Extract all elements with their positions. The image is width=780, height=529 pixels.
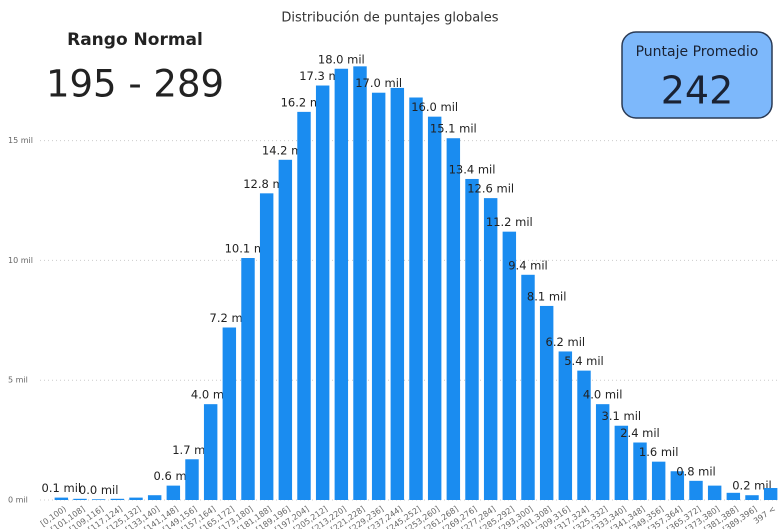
data-label: 12.6 mil bbox=[467, 182, 514, 196]
bar bbox=[54, 497, 69, 500]
y-tick-label: 5 mil bbox=[8, 376, 28, 385]
card-box bbox=[621, 31, 773, 119]
bar bbox=[73, 498, 87, 500]
bar bbox=[315, 85, 330, 500]
card-value: 195 - 289 bbox=[46, 63, 224, 106]
bar bbox=[222, 327, 237, 500]
bar bbox=[670, 471, 685, 500]
data-label: 13.4 mil bbox=[449, 162, 496, 176]
bar bbox=[633, 442, 647, 500]
data-label: 12.8 mil bbox=[243, 177, 290, 191]
bar bbox=[297, 111, 311, 500]
bar bbox=[91, 499, 106, 500]
bar bbox=[353, 66, 367, 501]
bar bbox=[521, 274, 535, 500]
bar bbox=[203, 404, 218, 500]
bar bbox=[241, 258, 255, 500]
bar bbox=[595, 404, 610, 500]
x-tick-label: 397 < bbox=[752, 504, 777, 525]
data-label: 17.0 mil bbox=[355, 76, 402, 90]
card-title: Rango Normal bbox=[67, 30, 203, 50]
data-label: 0.0 mil bbox=[79, 483, 119, 497]
card-value: 242 bbox=[661, 69, 734, 113]
data-label: 0.2 mil bbox=[732, 479, 772, 493]
bar bbox=[259, 193, 274, 501]
data-label: 1.7 mil bbox=[172, 443, 212, 457]
data-label: 5.4 mil bbox=[564, 354, 604, 368]
bar bbox=[651, 461, 666, 500]
data-label: 11.2 mil bbox=[486, 215, 533, 229]
bar bbox=[166, 485, 181, 500]
y-tick-label: 10 mil bbox=[8, 256, 33, 265]
data-label: 10.1 mil bbox=[225, 242, 272, 256]
data-label: 9.4 mil bbox=[508, 258, 548, 272]
bar bbox=[129, 497, 143, 500]
bar bbox=[614, 425, 629, 500]
bar bbox=[371, 92, 386, 500]
bar bbox=[483, 198, 498, 500]
bar bbox=[763, 488, 778, 500]
data-label: 3.1 mil bbox=[602, 409, 642, 423]
bar bbox=[726, 492, 741, 500]
bar bbox=[558, 351, 573, 500]
bar bbox=[539, 305, 554, 500]
data-label: 15.1 mil bbox=[430, 122, 477, 136]
card-title: Puntaje Promedio bbox=[636, 44, 759, 60]
data-label: 0.6 mil bbox=[154, 469, 194, 483]
data-label: 16.2 mil bbox=[281, 95, 328, 109]
bar bbox=[185, 459, 199, 500]
bar bbox=[278, 159, 293, 500]
y-tick-label: 15 mil bbox=[8, 136, 33, 145]
bar bbox=[577, 370, 591, 500]
y-tick-label: 0 mil bbox=[8, 496, 28, 505]
bar bbox=[446, 138, 461, 500]
bar bbox=[745, 495, 759, 500]
bar bbox=[409, 97, 423, 500]
data-label: 0.1 mil bbox=[42, 481, 82, 495]
bar bbox=[390, 87, 405, 501]
data-label: 7.2 mil bbox=[210, 311, 250, 325]
data-label: 2.4 mil bbox=[620, 426, 660, 440]
data-label: 0.8 mil bbox=[676, 464, 716, 478]
bar bbox=[147, 495, 162, 500]
data-label: 1.6 mil bbox=[639, 445, 679, 459]
bar bbox=[689, 480, 703, 500]
data-label: 6.2 mil bbox=[546, 335, 586, 349]
data-label: 17.3 mil bbox=[299, 69, 346, 83]
bar bbox=[707, 485, 722, 500]
bar bbox=[427, 116, 442, 501]
data-label: 16.0 mil bbox=[411, 100, 458, 114]
data-label: 4.0 mil bbox=[191, 388, 231, 402]
bar bbox=[334, 68, 349, 500]
data-label: 18.0 mil bbox=[318, 52, 365, 66]
data-label: 14.2 mil bbox=[262, 143, 309, 157]
bar bbox=[465, 178, 479, 501]
chart-title: Distribución de puntajes globales bbox=[281, 11, 498, 26]
bar bbox=[502, 231, 517, 500]
bar bbox=[110, 498, 125, 500]
data-label: 4.0 mil bbox=[583, 388, 623, 402]
data-label: 8.1 mil bbox=[527, 289, 567, 303]
